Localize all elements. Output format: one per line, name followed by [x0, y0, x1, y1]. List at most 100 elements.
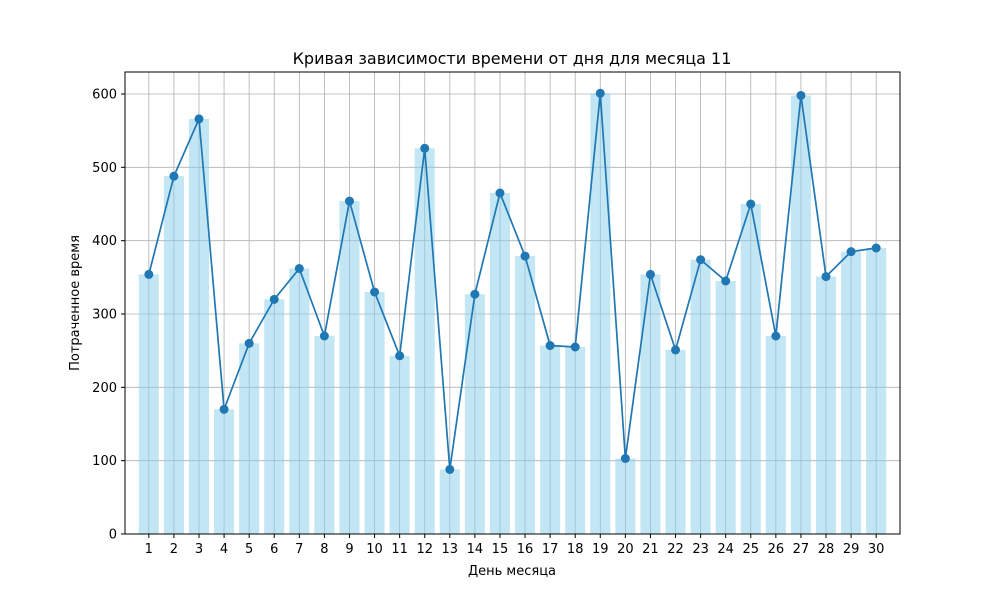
x-tick-label: 27 [793, 542, 810, 557]
bar [640, 274, 661, 534]
x-tick-label: 28 [818, 542, 835, 557]
data-point [344, 196, 354, 206]
data-point [871, 243, 881, 253]
data-point [194, 114, 204, 124]
x-tick-label: 15 [492, 542, 509, 557]
x-tick-label: 29 [843, 542, 860, 557]
y-tick-label: 600 [92, 88, 117, 103]
y-tick-label: 500 [92, 161, 117, 176]
data-point [520, 251, 530, 261]
bar [515, 256, 536, 534]
bar [239, 343, 260, 534]
bar [364, 292, 385, 534]
x-tick-label: 2 [170, 542, 178, 557]
data-point [671, 345, 681, 355]
bar [389, 355, 410, 534]
bar [615, 458, 636, 534]
x-tick-label: 26 [768, 542, 785, 557]
bar [540, 345, 561, 534]
x-tick-label: 25 [742, 542, 759, 557]
data-point [545, 341, 555, 351]
x-tick-label: 9 [345, 542, 353, 557]
data-point [319, 331, 329, 341]
data-point [269, 294, 279, 304]
x-tick-label: 7 [295, 542, 303, 557]
bar [439, 469, 460, 534]
x-tick-label: 24 [717, 542, 734, 557]
data-point [696, 255, 706, 265]
bar [590, 93, 611, 535]
bar [188, 118, 210, 534]
x-tick-label: 20 [617, 542, 634, 557]
data-point [746, 199, 756, 209]
bar [214, 409, 235, 534]
data-point [420, 143, 430, 153]
x-tick-label: 8 [320, 542, 328, 557]
bar [665, 349, 686, 534]
bar [866, 248, 887, 534]
x-tick-label: 18 [567, 542, 584, 557]
bar [765, 336, 786, 534]
x-tick-label: 16 [517, 542, 534, 557]
data-point [821, 272, 831, 282]
data-point [470, 289, 480, 299]
x-tick-label: 22 [667, 542, 684, 557]
bar [740, 204, 761, 534]
y-tick-label: 300 [92, 308, 117, 323]
data-point [846, 247, 856, 257]
x-tick-label: 5 [245, 542, 253, 557]
x-tick-label: 1 [145, 542, 153, 557]
y-axis-title: Потраченное время [68, 235, 83, 371]
data-point [771, 331, 781, 341]
x-tick-label: 12 [416, 542, 433, 557]
x-tick-label: 4 [220, 542, 228, 557]
x-tick-label: 23 [692, 542, 709, 557]
bar [289, 268, 310, 534]
bar [314, 336, 335, 534]
data-point [721, 276, 731, 286]
x-tick-label: 3 [195, 542, 203, 557]
data-point [445, 464, 455, 474]
bar [339, 201, 360, 535]
data-point [370, 287, 380, 297]
x-axis-title: День месяца [468, 564, 556, 579]
bar [163, 176, 184, 534]
data-point [244, 338, 254, 348]
x-tick-label: 10 [366, 542, 383, 557]
chart-title: Кривая зависимости времени от дня для ме… [293, 49, 732, 68]
x-tick-label: 19 [592, 542, 609, 557]
y-tick-label: 100 [92, 454, 117, 469]
y-tick-label: 200 [92, 381, 117, 396]
bar [841, 251, 862, 534]
plot-frame [124, 71, 901, 535]
data-point [144, 269, 154, 279]
x-tick-label: 14 [467, 542, 484, 557]
bar [690, 259, 711, 534]
data-point [570, 342, 580, 352]
x-tick-label: 11 [391, 542, 408, 557]
x-axis-ticks: 1 2 3 4 5 6 7 8 9 10 11 12 13 14 15 16 17 18 19 20 21 22 23 24 2… [145, 534, 885, 557]
line-series [148, 93, 877, 470]
x-tick-label: 6 [270, 542, 278, 557]
data-point [620, 453, 630, 463]
bar [264, 299, 285, 534]
x-tick-label: 30 [868, 542, 885, 557]
data-point [219, 404, 229, 414]
bar [565, 347, 586, 534]
bar [464, 294, 485, 534]
x-tick-label: 21 [642, 542, 659, 557]
data-point [395, 351, 405, 361]
y-tick-label: 400 [92, 234, 117, 249]
bar [489, 193, 510, 534]
data-point [645, 269, 655, 279]
series-line [148, 93, 877, 470]
data-point [595, 88, 605, 98]
bar [138, 274, 159, 534]
data-point [169, 171, 179, 181]
data-point [796, 90, 806, 100]
data-point [294, 264, 304, 274]
bar [815, 276, 837, 534]
y-axis-ticks: 0 100 200 300 400 500 600 [92, 88, 125, 543]
bar-series [138, 93, 887, 535]
